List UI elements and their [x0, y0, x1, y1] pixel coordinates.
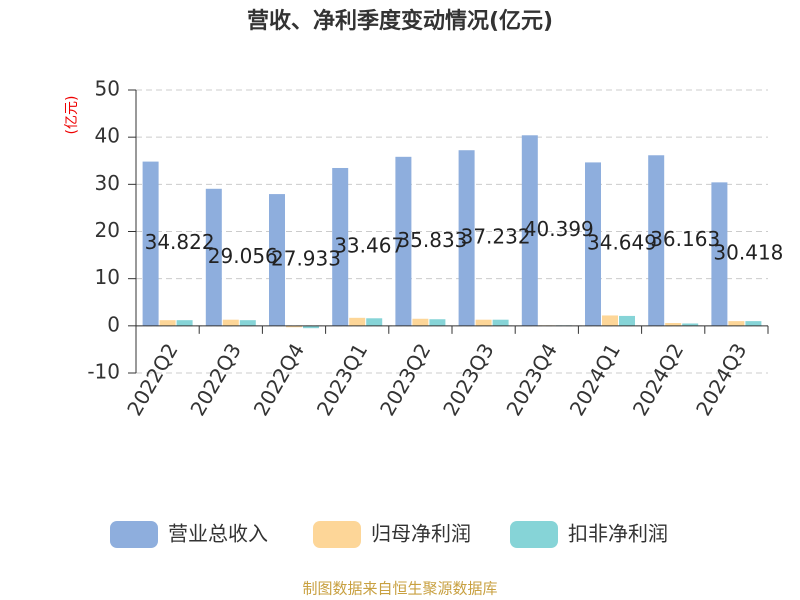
legend-label: 归母净利润: [371, 522, 471, 546]
bar: [602, 315, 618, 326]
legend-swatch: [313, 521, 361, 548]
y-tick-label: 0: [107, 312, 120, 336]
x-tick-label: 2024Q3: [691, 339, 751, 420]
source-note: 制图数据来自恒生聚源数据库: [302, 580, 497, 598]
data-label: 40.399: [524, 217, 594, 241]
bar: [395, 156, 412, 326]
bar: [745, 321, 762, 326]
data-label: 29.056: [208, 244, 278, 268]
y-axis-label: (亿元): [64, 96, 80, 135]
bar: [205, 188, 222, 326]
bar: [286, 325, 302, 328]
legend-swatch: [110, 521, 158, 548]
bar: [429, 319, 446, 326]
data-label: 35.833: [397, 228, 467, 252]
bar: [332, 167, 349, 326]
legend-swatch: [510, 521, 558, 548]
x-tick-label: 2023Q3: [438, 339, 498, 420]
data-label: 34.649: [587, 231, 657, 255]
chart-title: 营收、净利季度变动情况(亿元): [247, 8, 553, 34]
y-tick-label: 20: [95, 218, 120, 242]
x-tick-label: 2023Q4: [501, 339, 561, 420]
x-tick-label: 2023Q1: [312, 339, 372, 420]
x-tick-label: 2022Q4: [249, 339, 309, 420]
bar: [176, 320, 193, 326]
y-tick-label: -10: [87, 360, 120, 384]
data-label: 27.933: [271, 246, 341, 270]
x-tick-label: 2024Q1: [565, 339, 625, 420]
bar: [142, 161, 159, 326]
bar: [665, 323, 682, 326]
legend-label: 营业总收入: [168, 522, 268, 546]
bar: [682, 323, 699, 326]
data-label: 30.418: [713, 241, 783, 265]
bar: [269, 194, 285, 326]
y-tick-label: 40: [95, 124, 120, 148]
bar: [619, 315, 635, 326]
y-tick-label: 30: [95, 171, 120, 195]
bar: [711, 182, 728, 326]
x-tick-label: 2022Q2: [122, 339, 182, 420]
data-label: 33.467: [334, 233, 404, 257]
x-tick-label: 2024Q2: [628, 339, 688, 420]
y-tick-label: 50: [95, 77, 120, 101]
bar: [492, 319, 509, 326]
bar: [728, 321, 745, 326]
data-label: 37.232: [461, 225, 531, 249]
bar: [458, 150, 475, 326]
bar: [303, 325, 319, 329]
bar: [475, 319, 492, 326]
bar: [366, 318, 383, 326]
bar: [349, 317, 366, 326]
bar: [648, 155, 665, 326]
legend-label: 扣非净利润: [568, 522, 668, 546]
x-tick-label: 2023Q2: [375, 339, 435, 420]
data-label: 34.822: [145, 230, 215, 254]
bar: [521, 135, 538, 326]
bar: [412, 318, 429, 326]
x-tick-label: 2022Q3: [185, 339, 245, 420]
bar: [239, 320, 256, 326]
bar: [159, 320, 176, 326]
bar: [222, 319, 239, 326]
data-label: 36.163: [650, 227, 720, 251]
bar: [585, 162, 601, 326]
y-tick-label: 10: [95, 265, 120, 289]
